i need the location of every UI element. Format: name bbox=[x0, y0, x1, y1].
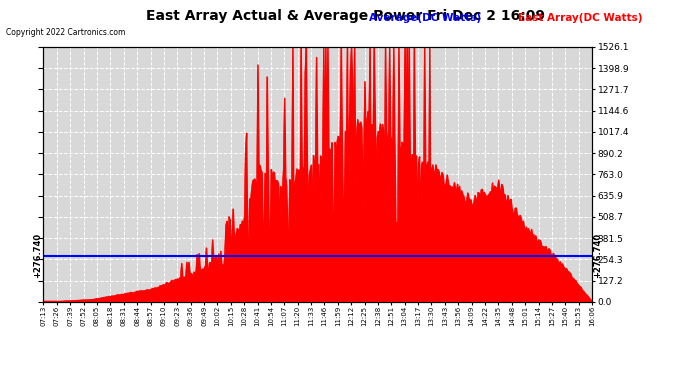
Text: East Array(DC Watts): East Array(DC Watts) bbox=[518, 13, 642, 23]
Text: Copyright 2022 Cartronics.com: Copyright 2022 Cartronics.com bbox=[6, 28, 125, 37]
Text: Average(DC Watts): Average(DC Watts) bbox=[369, 13, 482, 23]
Text: +276.740: +276.740 bbox=[593, 233, 602, 278]
Text: East Array Actual & Average Power Fri Dec 2 16:09: East Array Actual & Average Power Fri De… bbox=[146, 9, 544, 23]
Text: +276.740: +276.740 bbox=[33, 233, 42, 278]
